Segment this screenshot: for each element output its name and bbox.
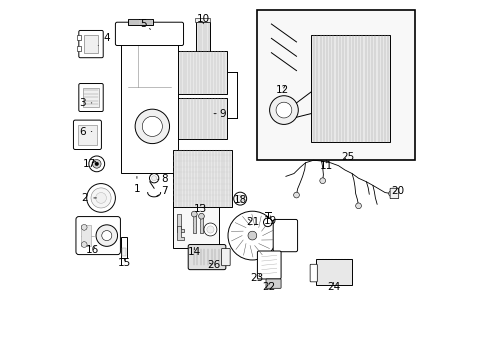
Circle shape [151, 176, 156, 181]
Text: 11: 11 [319, 160, 332, 171]
Text: 21: 21 [245, 217, 259, 227]
Circle shape [102, 230, 112, 240]
Text: 7: 7 [156, 186, 168, 197]
Circle shape [206, 226, 214, 233]
FancyBboxPatch shape [73, 120, 101, 149]
Text: 12: 12 [275, 85, 288, 95]
FancyBboxPatch shape [79, 84, 103, 112]
Circle shape [96, 193, 106, 203]
Circle shape [92, 159, 101, 168]
Polygon shape [161, 87, 169, 139]
Circle shape [388, 191, 394, 197]
Bar [77, 45, 81, 51]
Bar [169, 98, 226, 139]
Bar [169, 51, 226, 94]
Bar [199, 218, 203, 233]
Circle shape [319, 178, 325, 184]
Text: 25: 25 [341, 152, 354, 162]
Text: 3: 3 [79, 98, 92, 108]
Text: 9: 9 [214, 109, 225, 119]
FancyBboxPatch shape [257, 251, 281, 279]
Text: 5: 5 [140, 19, 150, 30]
Bar [77, 35, 81, 40]
Circle shape [276, 102, 291, 118]
Circle shape [135, 109, 169, 144]
Bar [196, 22, 209, 58]
FancyBboxPatch shape [273, 220, 297, 252]
FancyBboxPatch shape [76, 217, 120, 255]
Bar [121, 40, 178, 173]
Circle shape [95, 162, 99, 166]
Text: 1: 1 [133, 176, 140, 194]
Text: 10: 10 [196, 14, 209, 24]
FancyBboxPatch shape [115, 22, 183, 45]
Text: 17: 17 [83, 159, 96, 169]
FancyBboxPatch shape [389, 188, 398, 199]
Text: 16: 16 [85, 245, 99, 255]
Bar [192, 216, 196, 233]
Circle shape [247, 231, 256, 240]
Text: 13: 13 [194, 204, 207, 214]
Circle shape [236, 195, 244, 202]
Circle shape [96, 225, 117, 246]
Bar [257, 10, 414, 160]
Bar [310, 35, 389, 142]
Bar [81, 225, 91, 246]
FancyBboxPatch shape [79, 31, 103, 58]
Bar [83, 36, 98, 53]
Circle shape [198, 213, 204, 219]
Text: 14: 14 [187, 247, 201, 257]
Circle shape [191, 211, 197, 217]
Polygon shape [177, 214, 184, 232]
Bar [78, 125, 97, 145]
Polygon shape [161, 40, 169, 94]
Bar [128, 19, 153, 25]
Text: 8: 8 [158, 174, 168, 184]
Bar [316, 259, 351, 285]
Circle shape [355, 203, 361, 209]
Bar [172, 149, 231, 207]
Bar [121, 237, 127, 258]
Text: 2: 2 [81, 193, 96, 203]
Circle shape [203, 223, 217, 236]
FancyBboxPatch shape [265, 279, 281, 288]
Circle shape [91, 188, 111, 208]
Circle shape [89, 156, 104, 172]
Text: 19: 19 [263, 216, 276, 226]
Text: 18: 18 [234, 195, 247, 205]
FancyBboxPatch shape [221, 248, 230, 266]
Circle shape [233, 192, 246, 205]
Circle shape [293, 192, 299, 198]
Text: 22: 22 [262, 282, 275, 292]
Text: 6: 6 [79, 127, 92, 136]
Bar [172, 196, 219, 248]
Text: 4: 4 [98, 33, 109, 45]
Polygon shape [177, 226, 184, 240]
Bar [195, 18, 210, 22]
Bar [83, 88, 99, 107]
Bar [122, 248, 126, 256]
Text: 20: 20 [390, 186, 404, 197]
Text: 15: 15 [118, 258, 131, 268]
FancyBboxPatch shape [309, 264, 317, 282]
Text: 23: 23 [250, 273, 263, 283]
Text: 24: 24 [326, 282, 339, 292]
Circle shape [269, 96, 298, 125]
Circle shape [263, 218, 271, 226]
Circle shape [81, 242, 87, 247]
Circle shape [142, 116, 162, 136]
Circle shape [227, 211, 276, 260]
Circle shape [86, 184, 115, 212]
Text: 26: 26 [207, 260, 220, 270]
Circle shape [149, 174, 159, 183]
FancyBboxPatch shape [188, 244, 225, 270]
Circle shape [81, 225, 87, 230]
